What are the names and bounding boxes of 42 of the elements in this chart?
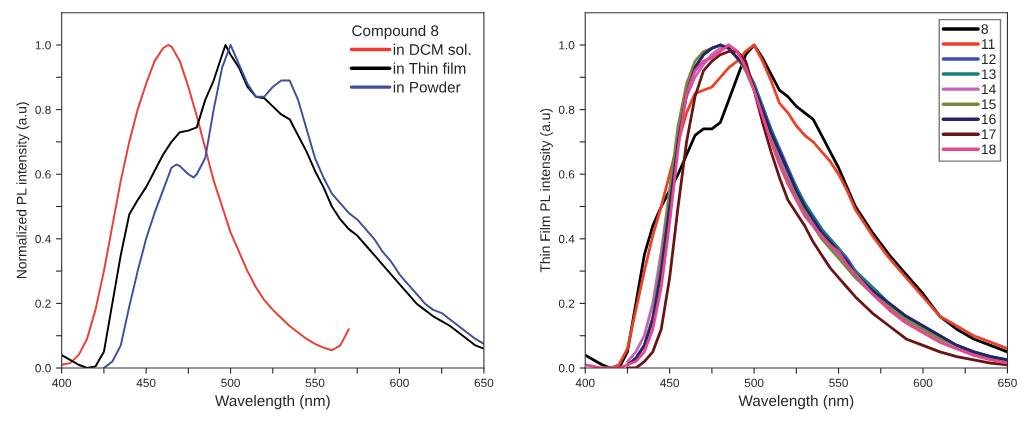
y-tick-label: 0.4 [558, 234, 575, 244]
y-tick-label: 0.8 [558, 105, 575, 114]
legend-label: 8 [981, 24, 988, 34]
legend-label: 18 [981, 144, 996, 155]
x-tick-label: 400 [52, 378, 72, 388]
legend-label: 16 [981, 114, 996, 125]
x-tick-label: 550 [305, 378, 325, 388]
x-tick-label: 600 [913, 378, 933, 388]
y-tick-label: 0.6 [558, 170, 575, 179]
x-tick-label: 450 [136, 378, 156, 388]
y-tick-label: 0.4 [35, 234, 51, 244]
legend-label: in DCM sol. [393, 43, 471, 55]
y-tick-label: 1.0 [559, 41, 575, 50]
x-tick-label: 450 [660, 378, 680, 388]
legend-label: in Powder [393, 81, 461, 93]
y-tick-label: 1.0 [35, 41, 51, 50]
legend-label: 17 [981, 129, 996, 140]
y-tick-label: 0.2 [35, 299, 51, 308]
line-series [61, 44, 350, 366]
x-axis-title: Wavelength (nm) [214, 394, 330, 410]
y-axis-title: Thin Film PL intensity (a.u) [539, 108, 553, 273]
legend-label: 11 [981, 39, 995, 49]
x-tick-label: 400 [575, 378, 595, 388]
legend-title: Compound 8 [352, 24, 439, 40]
x-tick-label: 500 [744, 378, 764, 388]
legend-label: 15 [981, 99, 996, 110]
y-tick-label: 0.6 [35, 170, 51, 179]
y-tick-label: 0.8 [35, 105, 51, 114]
legend-label: 13 [981, 69, 996, 80]
x-tick-label: 500 [221, 378, 240, 388]
x-tick-label: 650 [998, 378, 1017, 388]
legend-label: in Thin film [393, 62, 466, 74]
x-tick-label: 600 [390, 378, 409, 388]
y-tick-label: 0.0 [35, 364, 51, 373]
x-tick-label: 650 [474, 378, 494, 388]
y-axis-title: Normalized PL intensity (a.u) [16, 102, 30, 279]
y-tick-label: 0.2 [558, 299, 575, 308]
x-tick-label: 550 [829, 378, 848, 388]
legend-label: 12 [981, 54, 996, 64]
y-tick-label: 0.0 [558, 364, 575, 373]
legend-label: 14 [981, 84, 996, 94]
x-axis-title: Wavelength (nm) [738, 394, 854, 410]
